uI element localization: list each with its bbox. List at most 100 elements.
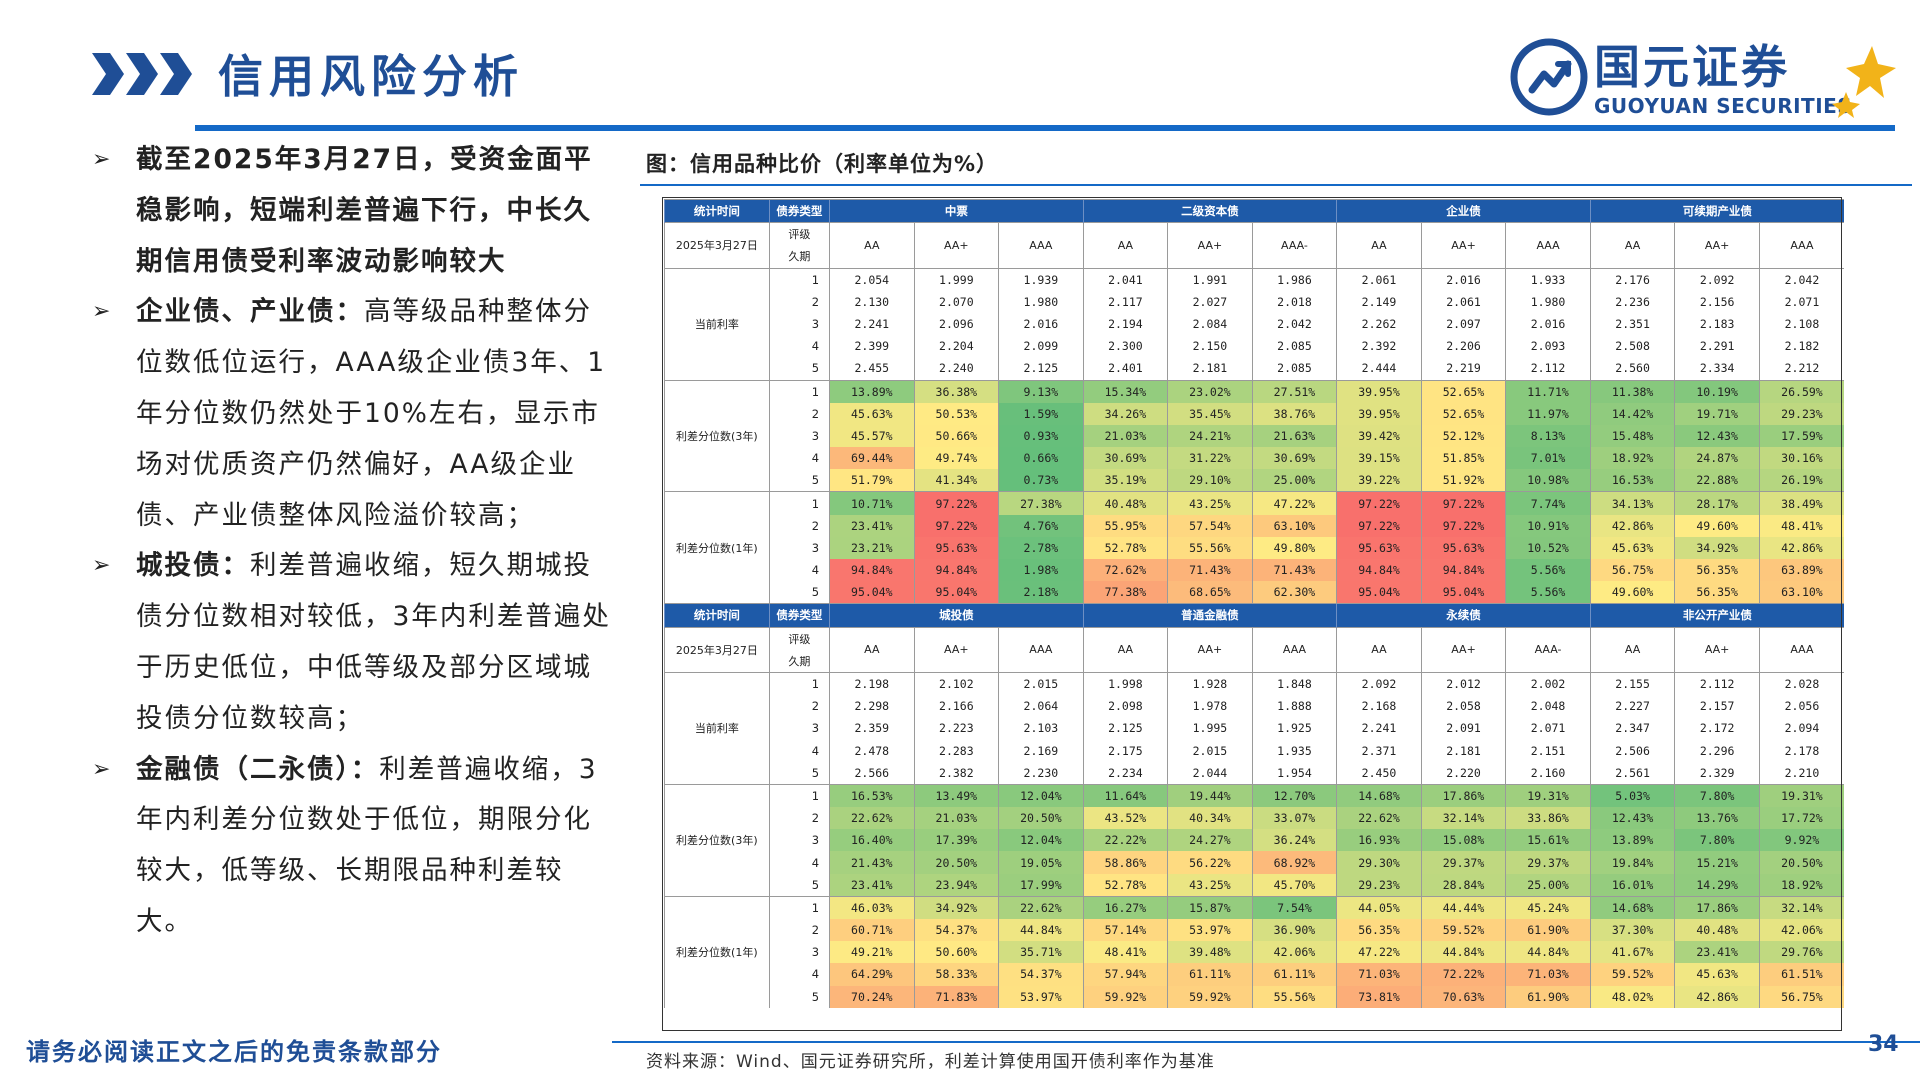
table-row: 2 45.63% 50.53% 1.59% 34.26% 35.45% 38.76% 39.9…: [665, 402, 1844, 425]
value-cell: 2.561: [1589, 761, 1675, 785]
value-cell: 61.11%: [1251, 963, 1337, 986]
value-cell: 68.65%: [1167, 581, 1253, 604]
value-cell: 2.156: [1674, 290, 1760, 313]
value-cell: 2.085: [1251, 357, 1337, 380]
rating-cell: AA+: [1167, 626, 1253, 673]
rating-cell: AAA: [998, 222, 1084, 269]
value-cell: 2.028: [1758, 671, 1844, 696]
value-cell: 52.78%: [1082, 873, 1168, 897]
term-cell: 2: [768, 402, 830, 425]
value-cell: 2.401: [1082, 357, 1168, 380]
value-cell: 24.87%: [1674, 447, 1760, 470]
value-cell: 15.21%: [1674, 851, 1760, 874]
rating-cell: AA: [1082, 626, 1168, 673]
value-cell: 29.10%: [1167, 469, 1253, 492]
value-cell: 36.90%: [1251, 919, 1337, 942]
term-cell: 1: [768, 491, 830, 515]
sector-header-cell: 城投债: [829, 603, 1084, 628]
value-cell: 17.39%: [913, 829, 999, 852]
rating-cell: AAA: [998, 626, 1084, 673]
value-cell: 19.84%: [1589, 851, 1675, 874]
value-cell: 2.112: [1505, 357, 1591, 380]
rating-cell: AA: [1336, 626, 1422, 673]
footer-rule: [612, 1041, 1920, 1043]
value-cell: 8.13%: [1505, 424, 1591, 448]
table-row: 利差分位数(3年) 1 13.89% 36.38% 9.13% 15.34% 23.02% 2…: [664, 379, 1844, 492]
value-cell: 39.48%: [1167, 941, 1253, 964]
value-cell: 22.62%: [829, 807, 915, 830]
value-cell: 11.97%: [1505, 402, 1591, 425]
arrow-icon: ➢: [92, 299, 113, 325]
table-row: 4 64.29% 58.33% 54.37% 57.94% 61.11% 61.11% 71.…: [665, 963, 1844, 986]
sector-header-cell: 中票: [829, 198, 1084, 223]
value-cell: 42.86%: [1589, 514, 1675, 537]
header-time-cell: 统计时间: [664, 603, 770, 628]
value-cell: 53.97%: [998, 985, 1084, 1008]
value-cell: 30.16%: [1758, 447, 1844, 470]
value-cell: 29.37%: [1420, 851, 1506, 874]
value-cell: 2.204: [913, 335, 999, 358]
value-cell: 56.35%: [1674, 581, 1760, 604]
value-cell: 1.848: [1251, 671, 1337, 696]
value-cell: 2.018: [1251, 290, 1337, 313]
value-cell: 2.223: [913, 717, 999, 740]
value-cell: 2.227: [1589, 695, 1675, 718]
company-logo: 国元证券 GUOYUAN SECURITIES: [1510, 38, 1900, 118]
triple-chevron-icon: [92, 53, 192, 95]
value-cell: 13.76%: [1674, 807, 1760, 830]
term-label-cell: 久期: [768, 649, 830, 673]
value-cell: 45.63%: [1674, 963, 1760, 986]
value-cell: 57.14%: [1082, 919, 1168, 942]
value-cell: 2.166: [913, 695, 999, 718]
value-cell: 41.34%: [913, 469, 999, 492]
value-cell: 2.125: [1082, 717, 1168, 740]
value-cell: 2.234: [1082, 761, 1168, 785]
value-cell: 73.81%: [1336, 985, 1422, 1008]
value-cell: 2.560: [1589, 357, 1675, 380]
value-cell: 95.04%: [829, 581, 915, 604]
value-cell: 2.094: [1758, 717, 1844, 740]
value-cell: 95.04%: [1336, 581, 1422, 604]
value-cell: 2.042: [1758, 267, 1844, 291]
value-cell: 12.70%: [1251, 783, 1337, 808]
value-cell: 2.048: [1505, 695, 1591, 718]
date-cell: 2025年3月27日: [664, 222, 770, 269]
value-cell: 2.241: [829, 312, 915, 336]
bullet-item: ➢ 截至2025年3月27日，受资金面平稳影响，短端利差普遍下行，中长久期信用债受…: [92, 135, 612, 287]
value-cell: 13.89%: [1589, 829, 1675, 852]
value-cell: 50.66%: [913, 424, 999, 448]
value-cell: 15.61%: [1505, 829, 1591, 852]
value-cell: 2.117: [1082, 290, 1168, 313]
value-cell: 60.71%: [829, 919, 915, 942]
value-cell: 54.37%: [913, 919, 999, 942]
value-cell: 19.71%: [1674, 402, 1760, 425]
table-row: 5 2.566 2.382 2.230 2.234 2.044 1.954 2.450 2.22…: [665, 761, 1844, 785]
value-cell: 2.194: [1082, 312, 1168, 336]
value-cell: 2.392: [1336, 335, 1422, 358]
bullet-item: ➢ 企业债、产业债：高等级品种整体分位数低位运行，AAA级企业债3年、1年分位数仍…: [92, 287, 612, 541]
value-cell: 34.26%: [1082, 402, 1168, 425]
term-row: 久期: [665, 245, 1845, 269]
value-cell: 23.02%: [1167, 379, 1253, 403]
value-cell: 24.21%: [1167, 424, 1253, 448]
term-cell: 3: [768, 536, 830, 559]
value-cell: 1.59%: [998, 402, 1084, 425]
value-cell: 1.939: [998, 267, 1084, 291]
value-cell: 2.092: [1336, 671, 1422, 696]
value-cell: 46.03%: [829, 895, 915, 919]
value-cell: 2.016: [998, 312, 1084, 336]
value-cell: 55.95%: [1082, 514, 1168, 537]
value-cell: 38.49%: [1758, 491, 1844, 515]
rating-row: 2025年3月27日 评级 AA AA+ AAA AA AA+ AAA AA AA+ AAA- AA A…: [664, 626, 1844, 673]
term-cell: 4: [768, 335, 830, 358]
value-cell: 12.43%: [1589, 807, 1675, 830]
value-cell: 71.43%: [1251, 559, 1337, 582]
value-cell: 15.48%: [1589, 424, 1675, 448]
value-cell: 39.15%: [1336, 447, 1422, 470]
value-cell: 34.13%: [1589, 491, 1675, 515]
value-cell: 1.954: [1251, 761, 1337, 785]
value-cell: 2.084: [1167, 312, 1253, 336]
value-cell: 70.63%: [1420, 985, 1506, 1008]
value-cell: 97.22%: [1420, 514, 1506, 537]
figure-caption: 图：信用品种比价（利率单位为%）: [646, 152, 999, 176]
